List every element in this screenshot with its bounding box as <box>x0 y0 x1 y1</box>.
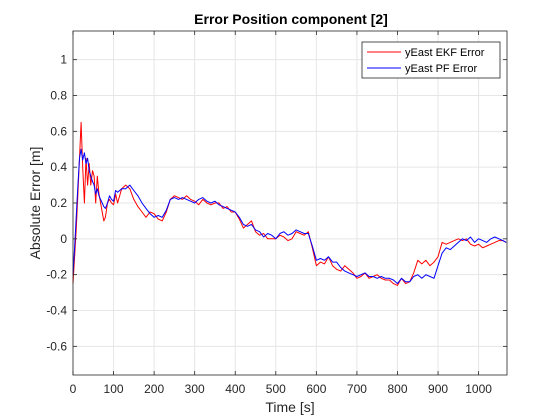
y-tick-label: 0.6 <box>50 124 67 138</box>
y-tick-label: -0.4 <box>46 304 67 318</box>
x-tick-label: 200 <box>144 382 164 396</box>
y-tick-label: 0.2 <box>50 196 67 210</box>
x-tick-label: 500 <box>266 382 286 396</box>
legend: yEast EKF Error yEast PF Error <box>362 42 500 78</box>
x-axis-title: Time [s] <box>265 399 314 415</box>
x-tick-label: 300 <box>185 382 205 396</box>
legend-label-pf: yEast PF Error <box>405 63 477 75</box>
x-tick-label: 1000 <box>465 382 492 396</box>
x-tick-label: 700 <box>347 382 367 396</box>
y-tick-label: -0.6 <box>46 339 67 353</box>
y-tick-label: 0 <box>60 232 67 246</box>
x-tick-label: 900 <box>428 382 448 396</box>
chart-title: Error Position component [2] <box>194 11 388 27</box>
y-tick-label: 0.4 <box>50 160 67 174</box>
x-tick-label: 800 <box>387 382 407 396</box>
y-axis-title: Absolute Error [m] <box>27 147 43 260</box>
x-tick-label: 0 <box>70 382 77 396</box>
y-tick-label: 0.8 <box>50 89 67 103</box>
x-tick-label: 400 <box>225 382 245 396</box>
legend-label-ekf: yEast EKF Error <box>405 47 485 59</box>
x-tick-label: 600 <box>306 382 326 396</box>
y-tick-label: 1 <box>60 53 67 67</box>
y-tick-label: -0.2 <box>46 268 67 282</box>
x-tick-label: 100 <box>104 382 124 396</box>
